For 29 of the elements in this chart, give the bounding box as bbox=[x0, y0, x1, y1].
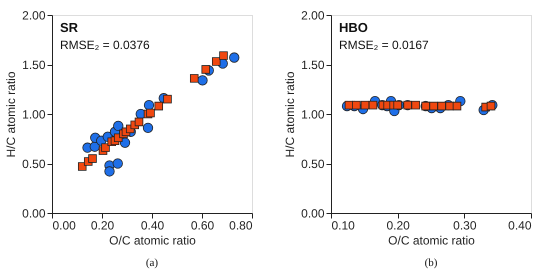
y-axis-title: H/C atomic ratio bbox=[283, 71, 298, 158]
y-tick-label: 1.50 bbox=[301, 58, 325, 72]
chart-title: SR bbox=[60, 20, 79, 35]
x-tick-label: 0.20 bbox=[386, 218, 410, 232]
x-axis-title: O/C atomic ratio bbox=[109, 234, 196, 248]
y-tick-label: 1.00 bbox=[22, 108, 46, 122]
x-axis-title: O/C atomic ratio bbox=[388, 234, 476, 248]
y-tick-label: 2.00 bbox=[22, 8, 46, 22]
text: (b) bbox=[424, 257, 438, 269]
x-tick-label: 0.00 bbox=[52, 218, 76, 232]
x-tick-label: 0.20 bbox=[90, 218, 114, 232]
annotation: RMSE₂ = 0.0167 bbox=[339, 38, 430, 52]
x-tick-label: 0.80 bbox=[229, 218, 253, 232]
x-tick-label: 0.40 bbox=[508, 218, 532, 232]
y-tick-label: 2.00 bbox=[301, 8, 325, 22]
y-tick-label: 1.00 bbox=[301, 108, 325, 122]
y-tick-label: 1.50 bbox=[22, 58, 46, 72]
y-axis-title: H/C atomic ratio bbox=[4, 71, 18, 158]
x-tick-label: 0.40 bbox=[140, 218, 164, 232]
y-tick-label: 0.50 bbox=[22, 157, 46, 171]
x-tick-label: 0.10 bbox=[332, 218, 356, 232]
y-tick-label: 0.50 bbox=[301, 157, 325, 171]
y-tick-label: 0.00 bbox=[22, 206, 46, 220]
text: (a) bbox=[146, 257, 158, 269]
annotation: RMSE₂ = 0.0376 bbox=[60, 38, 150, 52]
y-tick-label: 0.00 bbox=[301, 206, 325, 220]
x-tick-label: 0.30 bbox=[453, 218, 477, 232]
x-tick-label: 0.60 bbox=[190, 218, 214, 232]
chart-title: HBO bbox=[339, 20, 368, 35]
